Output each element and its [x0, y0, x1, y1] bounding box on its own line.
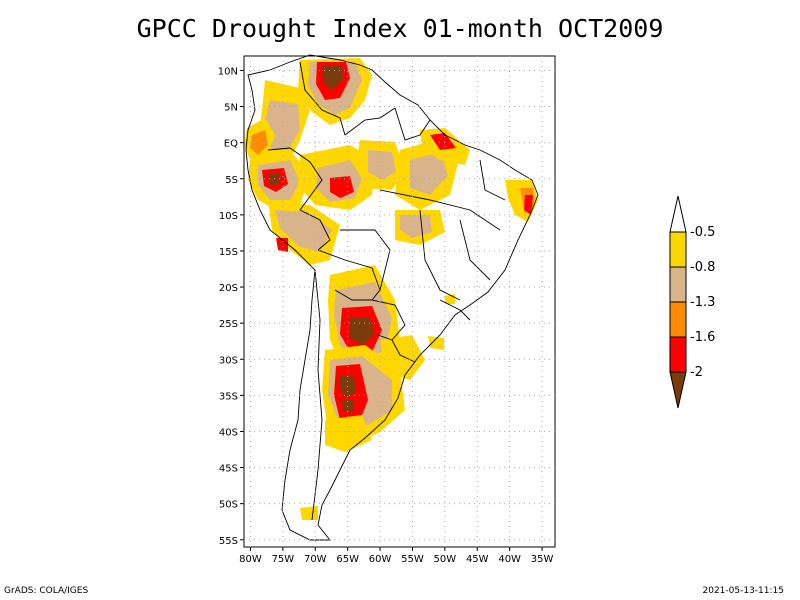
footer-credit: GrADS: COLA/IGES — [4, 586, 89, 596]
contour-uruguay-yellow — [380, 335, 425, 380]
border-brazil-bolivia — [340, 229, 391, 291]
contour-ne-brazil-red — [524, 195, 533, 215]
drought-contours — [244, 58, 538, 520]
colorbar-segment-red — [669, 336, 687, 373]
contour-central-brazil-tan — [400, 215, 432, 238]
y-tick-label: 20S — [219, 283, 238, 294]
y-tick-label: 25S — [219, 319, 238, 330]
border-colombia-venezuela — [299, 61, 346, 136]
colorbar-label-2: -0.8 — [690, 260, 715, 275]
contour-peru-brown — [268, 174, 280, 185]
border-brazil-states-1 — [379, 189, 501, 231]
y-tick-label: 10N — [218, 66, 238, 77]
contour-amazon-mouth-red — [430, 133, 456, 150]
contour-amazon-central-tan — [368, 150, 396, 180]
country-borders — [245, 54, 539, 541]
colorbar-top-triangle — [669, 195, 687, 233]
y-tick-label: 45S — [219, 464, 238, 475]
colorbar: -0.5 -0.8 -1.3 -1.6 -2 — [669, 195, 715, 409]
contour-paraguay-brown — [350, 318, 374, 345]
colorbar-segment-tan — [669, 266, 687, 303]
colorbar-label-5: -2 — [690, 365, 703, 380]
map-ticks: 80W 75W 70W 65W 60W 55W 50W 45W 40W 35W 10N 5N EQ 5S 1… — [218, 66, 554, 565]
x-tick-label: 45W — [466, 554, 489, 565]
colorbar-label-1: -0.5 — [690, 225, 715, 240]
x-tick-label: 80W — [239, 554, 262, 565]
x-tick-label: 75W — [272, 554, 295, 565]
y-tick-label: 10S — [219, 211, 238, 222]
contour-patagonia-yellow — [325, 415, 372, 452]
continent-outline — [245, 54, 539, 541]
y-tick-label: EQ — [224, 139, 238, 150]
colorbar-label-3: -1.3 — [690, 295, 715, 310]
colorbar-segment-yellow — [669, 231, 687, 268]
border-guyana — [394, 107, 431, 141]
map-title: GPCC Drought Index 01-month OCT2009 — [136, 14, 664, 43]
colorbar-bottom-triangle — [669, 371, 687, 409]
colorbar-label-4: -1.6 — [690, 330, 715, 345]
x-tick-label: 65W — [336, 554, 359, 565]
border-venezuela-brazil — [344, 107, 396, 136]
y-tick-label: 15S — [219, 247, 238, 258]
contour-patagonia-yellow2 — [300, 506, 318, 520]
border-chile-argentina — [311, 269, 323, 521]
y-tick-label: 5S — [225, 175, 238, 186]
map-frame — [243, 55, 556, 548]
x-tick-label: 60W — [369, 554, 392, 565]
border-brazil-states-2 — [419, 209, 461, 301]
y-tick-label: 55S — [219, 536, 238, 547]
x-tick-label: 70W — [304, 554, 327, 565]
contour-amazon-east-tan — [410, 152, 448, 195]
border-colombia-peru — [267, 147, 323, 211]
y-tick-label: 35S — [219, 391, 238, 402]
y-tick-label: 5N — [224, 103, 238, 114]
contour-peru-south-tan — [275, 210, 332, 252]
border-brazil-states-4 — [479, 159, 506, 201]
x-tick-label: 35W — [531, 554, 554, 565]
y-tick-label: 30S — [219, 355, 238, 366]
map-gridlines — [244, 56, 555, 547]
x-tick-label: 50W — [434, 554, 457, 565]
x-tick-label: 55W — [401, 554, 424, 565]
x-tick-label: 40W — [498, 554, 521, 565]
contour-venezuela-brown — [322, 65, 343, 90]
contour-uruguay-yellow2 — [428, 336, 444, 350]
y-tick-label: 40S — [219, 427, 238, 438]
colorbar-segment-orange — [669, 301, 687, 338]
border-paraguay — [371, 299, 406, 341]
border-brazil-states-3 — [459, 219, 491, 281]
footer-timestamp: 2021-05-13-11:15 — [702, 586, 785, 596]
y-tick-label: 50S — [219, 500, 238, 511]
border-brazil-states-5 — [439, 299, 471, 321]
